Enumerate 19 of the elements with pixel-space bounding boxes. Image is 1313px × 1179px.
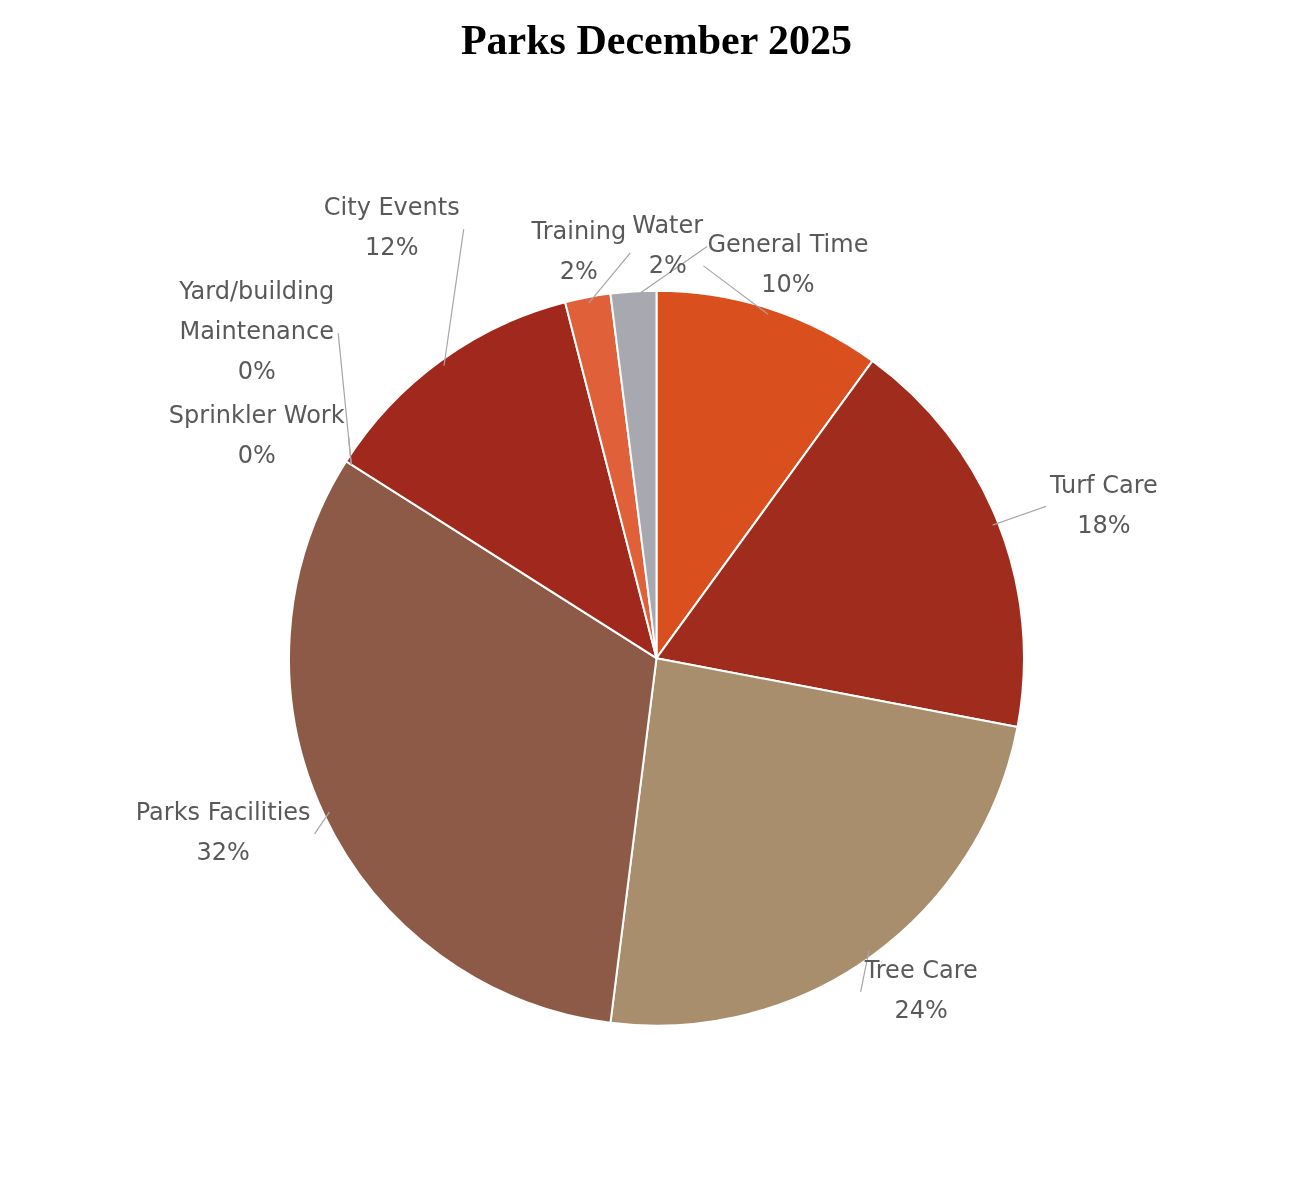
slice-label: Parks Facilities — [135, 798, 311, 827]
category-label: Yard/building Maintenance — [179, 277, 335, 346]
slice-label: City Events — [323, 193, 460, 222]
category-label: Sprinkler Work — [168, 401, 345, 430]
slice-label: Tree Care — [863, 956, 978, 985]
data-label: 18% — [1077, 510, 1131, 539]
slice-label: General Time — [707, 230, 869, 259]
text: 0% — [237, 441, 276, 470]
text: 0% — [237, 357, 276, 386]
data-label: 2% — [648, 250, 687, 279]
slice-label: Water — [632, 210, 704, 239]
slice-label: Training — [530, 217, 627, 246]
data-label: 2% — [559, 257, 598, 286]
slice-label: Turf Care — [1049, 470, 1158, 499]
data-label: 32% — [196, 838, 250, 867]
data-label: 10% — [761, 270, 815, 299]
chart-title: Parks December 2025 — [460, 17, 853, 64]
data-label: 12% — [365, 233, 419, 262]
data-label: 24% — [894, 996, 948, 1025]
